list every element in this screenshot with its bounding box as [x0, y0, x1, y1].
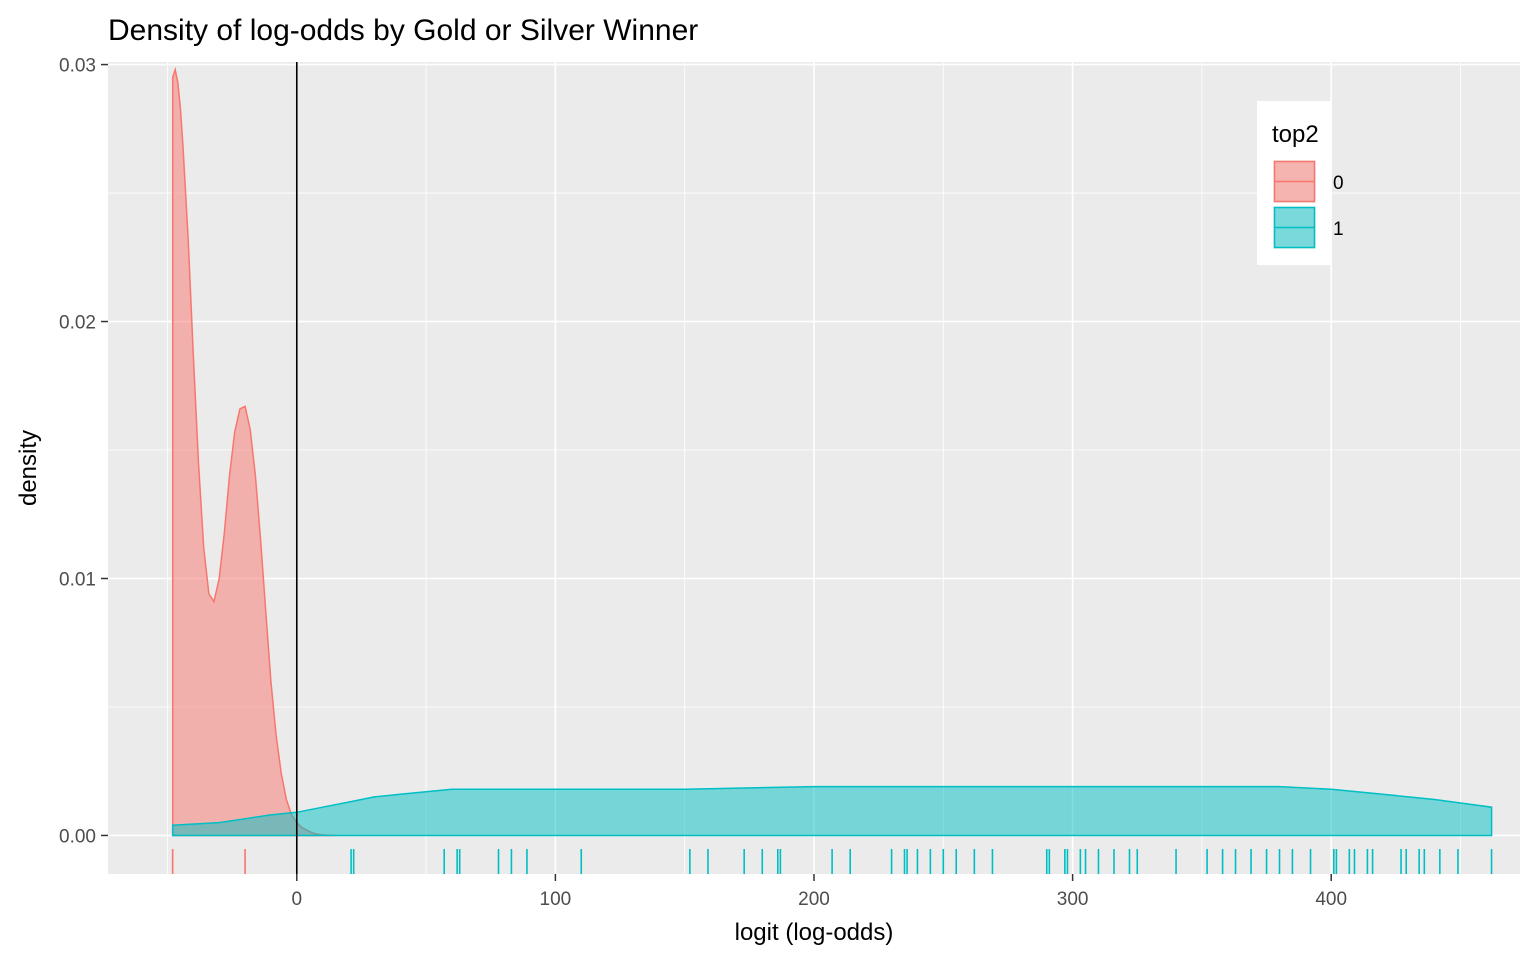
y-axis-title: density — [15, 430, 42, 506]
x-axis: 0 100 200 300 400 — [291, 874, 1347, 910]
legend-label-1: 1 — [1333, 219, 1344, 240]
legend-label-0: 0 — [1333, 173, 1344, 194]
y-axis: 0.00 0.01 0.02 0.03 — [59, 56, 108, 847]
rug-marks — [171, 849, 1493, 874]
legend-items: 01 — [1273, 160, 1344, 249]
x-axis-title: logit (log-odds) — [735, 919, 894, 946]
legend: top2 01 — [1257, 101, 1344, 265]
x-tick-label: 400 — [1315, 889, 1347, 910]
y-tick-label: 0.02 — [59, 313, 96, 334]
x-tick-label: 100 — [540, 889, 572, 910]
density-areas — [171, 66, 1493, 837]
y-tick-label: 0.01 — [59, 569, 96, 590]
x-tick-label: 0 — [291, 889, 302, 910]
legend-title: top2 — [1272, 121, 1319, 148]
chart-title: Density of log-odds by Gold or Silver Wi… — [108, 14, 698, 47]
density-area-1 — [171, 785, 1493, 837]
x-tick-label: 300 — [1057, 889, 1089, 910]
x-tick-label: 200 — [798, 889, 830, 910]
y-tick-label: 0.00 — [59, 826, 96, 847]
y-tick-label: 0.03 — [59, 56, 96, 77]
